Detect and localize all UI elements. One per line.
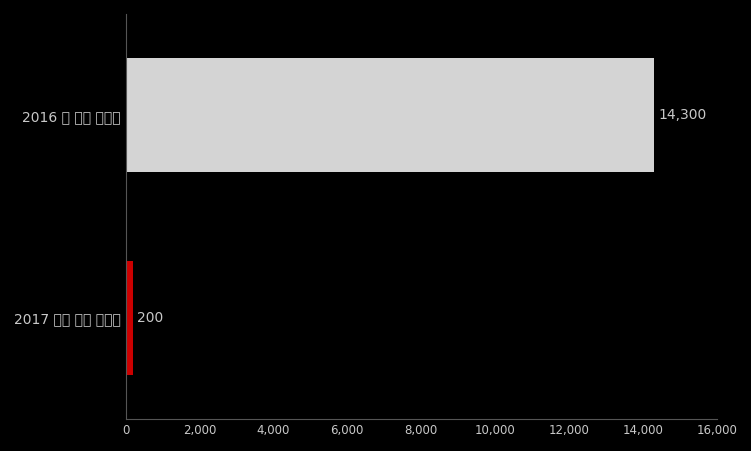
Bar xyxy=(125,261,133,375)
Text: 14,300: 14,300 xyxy=(659,108,707,122)
Text: 200: 200 xyxy=(137,311,164,325)
Bar xyxy=(125,59,654,172)
